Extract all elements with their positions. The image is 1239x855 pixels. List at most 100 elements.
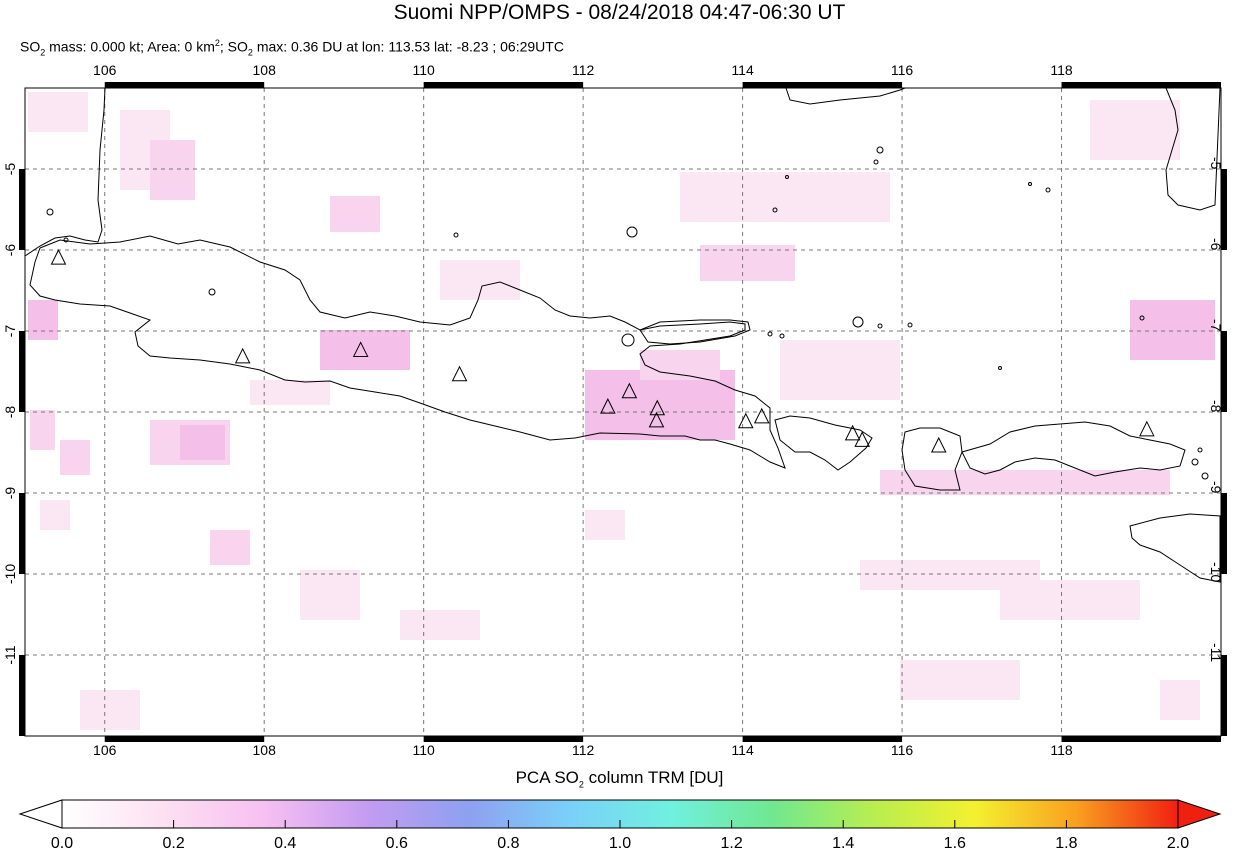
frame-band-left bbox=[19, 493, 25, 574]
frame-band-left bbox=[19, 331, 25, 412]
so2-pixel bbox=[28, 92, 88, 132]
lon-tick-label-top: 114 bbox=[731, 62, 754, 78]
lon-tick-label-bottom: 118 bbox=[1050, 742, 1073, 758]
so2-pixel bbox=[640, 350, 720, 380]
frame-band-right bbox=[1221, 493, 1227, 574]
volcano-icon bbox=[50, 248, 67, 265]
volcano-markers bbox=[50, 248, 1155, 453]
frame-band-top bbox=[423, 82, 584, 88]
lat-tick-label-right: -9 bbox=[1208, 481, 1224, 494]
volcano-icon bbox=[648, 411, 665, 428]
volcano-icon bbox=[930, 436, 947, 453]
volcano-icon bbox=[600, 398, 616, 414]
so2-pixel bbox=[28, 300, 58, 340]
lon-tick-label-top: 112 bbox=[571, 62, 595, 78]
so2-pixel bbox=[300, 570, 360, 620]
lat-tick-label-right: -5 bbox=[1208, 157, 1224, 170]
volcano-icon bbox=[234, 347, 251, 364]
so2-pixel bbox=[780, 340, 900, 400]
volcano-icon bbox=[1139, 420, 1155, 437]
volcano-icon bbox=[621, 382, 638, 399]
so2-pixel bbox=[30, 410, 55, 450]
so2-pixel bbox=[1130, 300, 1215, 360]
frame-band-right bbox=[1221, 169, 1227, 250]
lon-tick-label-bottom: 108 bbox=[252, 742, 276, 758]
lat-tick-label-right: -6 bbox=[1208, 238, 1224, 251]
so2-pixel bbox=[180, 425, 225, 460]
colorbar-tick-label: 2.0 bbox=[1166, 835, 1190, 852]
colorbar-tick-label: 0.6 bbox=[385, 835, 408, 852]
lon-tick-label-top: 110 bbox=[412, 62, 435, 78]
volcano-icon bbox=[737, 412, 754, 429]
colorbar-tick-label: 1.0 bbox=[608, 835, 632, 852]
colorbar-tick-label: 0.8 bbox=[497, 835, 520, 852]
colorbar bbox=[18, 799, 1222, 829]
coastlines bbox=[24, 87, 1221, 583]
frame-band-left bbox=[19, 169, 25, 250]
lon-tick-label-top: 116 bbox=[890, 62, 914, 78]
frame-band-bottom bbox=[423, 736, 584, 742]
frame-band-bottom bbox=[104, 736, 265, 742]
frame-tick-bands bbox=[19, 82, 1227, 742]
coast-sulawesi bbox=[1165, 87, 1221, 211]
lat-tick-label-left: -11 bbox=[2, 645, 18, 665]
frame-band-left bbox=[19, 655, 25, 736]
lat-tick-label-left: -10 bbox=[2, 563, 18, 585]
lon-tick-label-bottom: 110 bbox=[412, 742, 435, 758]
frame-band-bottom bbox=[1061, 736, 1221, 742]
frame-band-right bbox=[1221, 331, 1227, 412]
so2-pixel bbox=[150, 140, 195, 200]
frame-band-top bbox=[742, 82, 903, 88]
colorbar-tick-label: 0.0 bbox=[50, 835, 74, 852]
volcano-icon bbox=[753, 407, 770, 424]
lat-tick-label-right: -11 bbox=[1208, 643, 1224, 663]
so2-pixel bbox=[60, 440, 90, 475]
colorbar-tick-label: 0.4 bbox=[274, 835, 297, 852]
so2-pixel-layer bbox=[28, 92, 1215, 730]
coast-bali bbox=[774, 415, 873, 471]
coast-sumbawa bbox=[961, 421, 1186, 477]
so2-pixel bbox=[700, 245, 795, 281]
lon-tick-label-top: 106 bbox=[93, 62, 117, 78]
lat-tick-label-left: -5 bbox=[2, 162, 18, 176]
map-title: Suomi NPP/OMPS - 08/24/2018 04:47-06:30 … bbox=[393, 1, 846, 24]
lat-tick-label-right: -10 bbox=[1208, 562, 1224, 583]
lat-tick-label-left: -7 bbox=[2, 324, 18, 338]
volcano-icon bbox=[352, 341, 369, 357]
volcano-icon bbox=[854, 431, 871, 447]
coast-kalimantan bbox=[785, 87, 906, 105]
so2-pixel bbox=[900, 660, 1020, 700]
lon-tick-label-top: 108 bbox=[252, 62, 276, 78]
so2-pixel bbox=[250, 380, 330, 405]
so2-pixel bbox=[680, 172, 890, 222]
frame-band-top bbox=[104, 82, 265, 88]
coast-java bbox=[29, 235, 786, 469]
frame-band-top bbox=[1061, 82, 1221, 88]
colorbar-title: PCA SO2 column TRM [DU] bbox=[515, 768, 724, 790]
so2-pixel bbox=[585, 510, 625, 540]
so2-pixel bbox=[330, 196, 380, 232]
lon-tick-label-bottom: 114 bbox=[731, 742, 754, 758]
volcano-icon bbox=[451, 365, 468, 382]
lon-tick-label-top: 118 bbox=[1050, 62, 1073, 78]
lon-tick-label-bottom: 112 bbox=[571, 742, 595, 758]
coast-madura bbox=[639, 319, 751, 345]
lon-tick-label-bottom: 116 bbox=[890, 742, 914, 758]
frame-band-right bbox=[1221, 655, 1227, 736]
colorbar-tick-label: 1.4 bbox=[832, 835, 855, 852]
so2-pixel bbox=[400, 610, 480, 640]
so2-pixel bbox=[880, 470, 1170, 495]
so2-pixel bbox=[40, 500, 70, 530]
so2-pixel bbox=[1090, 100, 1180, 160]
volcano-icon bbox=[844, 424, 861, 441]
coast-lombok bbox=[901, 427, 963, 491]
lat-tick-label-left: -6 bbox=[2, 243, 18, 257]
so2-pixel bbox=[860, 560, 1040, 590]
colorbar-tick-label: 1.2 bbox=[720, 835, 743, 852]
coast-sumba bbox=[1129, 513, 1221, 583]
so2-pixel bbox=[210, 530, 250, 565]
lon-tick-label-bottom: 106 bbox=[93, 742, 117, 758]
graticule bbox=[25, 88, 1221, 736]
frame-band-bottom bbox=[742, 736, 903, 742]
colorbar-over-arrow bbox=[1177, 799, 1222, 829]
